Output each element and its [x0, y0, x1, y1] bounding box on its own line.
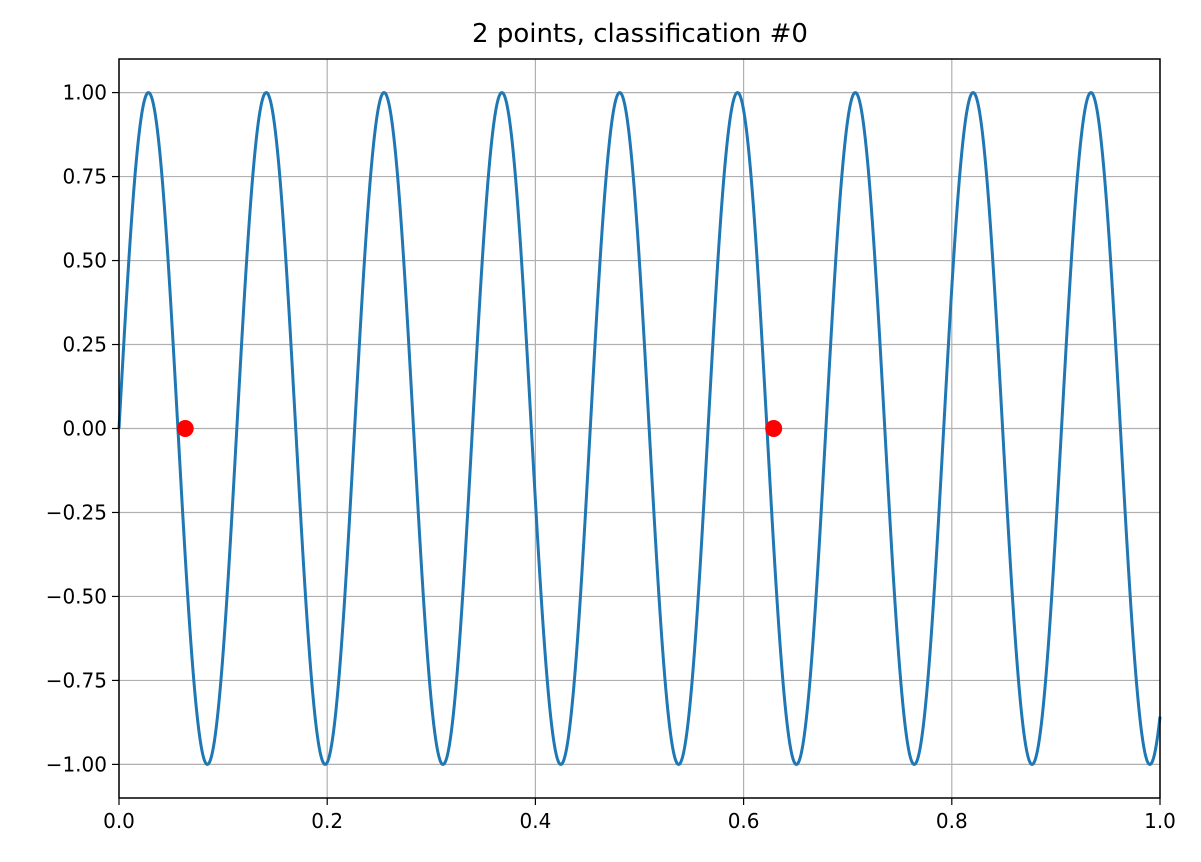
y-axis: 1.00 0.75 0.50 0.25 0.00 −0.25 −0.50 −0.75 −1.00 — [46, 81, 119, 776]
y-tick-label: 1.00 — [62, 81, 107, 105]
data-point — [176, 420, 194, 437]
y-tick-label: 0.00 — [62, 417, 107, 441]
x-tick-label: 0.8 — [936, 809, 968, 833]
x-tick-label: 0.4 — [519, 809, 551, 833]
series-layer — [117, 91, 1162, 766]
y-tick-label: −0.50 — [46, 584, 107, 608]
x-axis: 0.0 0.2 0.4 0.6 0.8 1.0 — [103, 798, 1176, 833]
data-point — [765, 420, 783, 437]
y-tick-label: −1.00 — [46, 752, 107, 776]
y-tick-label: 0.50 — [62, 249, 107, 273]
y-tick-label: −0.75 — [46, 668, 107, 692]
x-tick-label: 0.6 — [728, 809, 760, 833]
x-tick-label: 1.0 — [1144, 809, 1176, 833]
sine-curve — [117, 91, 1162, 766]
y-tick-label: 0.25 — [62, 333, 107, 357]
y-tick-label: 0.75 — [62, 165, 107, 189]
chart-title: 2 points, classification #0 — [472, 19, 808, 49]
x-tick-label: 0.0 — [103, 809, 135, 833]
y-tick-label: −0.25 — [46, 500, 107, 524]
x-tick-label: 0.2 — [311, 809, 343, 833]
